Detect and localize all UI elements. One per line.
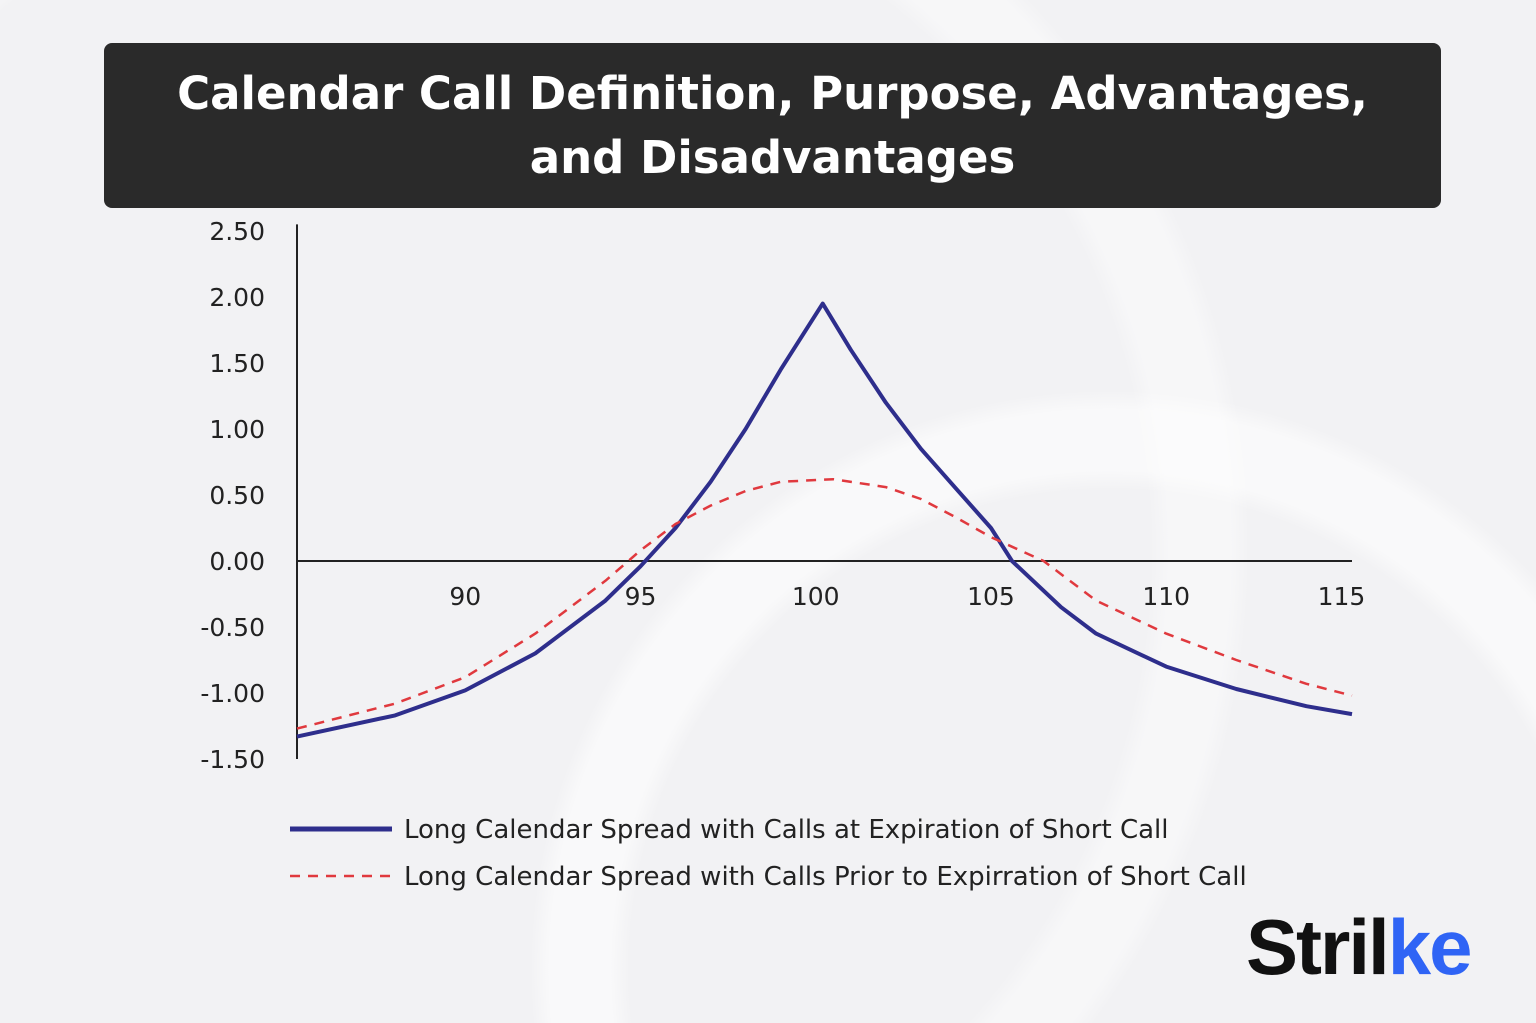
y-tick-label: 1.00 <box>209 415 265 444</box>
y-tick-label: 1.50 <box>209 349 265 378</box>
x-tick-label: 105 <box>967 582 1015 611</box>
logo-text: Stril <box>1246 903 1390 991</box>
y-tick-label: 2.50 <box>209 217 265 246</box>
x-tick-label: 90 <box>449 582 481 611</box>
y-tick-label: -1.00 <box>200 679 265 708</box>
series-line-0 <box>296 301 1353 739</box>
legend-label: Long Calendar Spread with Calls at Expir… <box>404 815 1168 845</box>
title-banner: Calendar Call Definition, Purpose, Advan… <box>104 43 1441 208</box>
y-tick-label: 2.00 <box>209 283 265 312</box>
legend-label: Long Calendar Spread with Calls Prior to… <box>404 862 1247 892</box>
y-tick-label: -1.50 <box>200 745 265 774</box>
x-tick-label: 100 <box>792 582 840 611</box>
x-tick-label: 115 <box>1318 582 1366 611</box>
strike-logo: Strilke <box>1246 902 1473 993</box>
page-title: Calendar Call Definition, Purpose, Advan… <box>177 66 1368 184</box>
y-tick-label: 0.50 <box>209 481 265 510</box>
x-tick-label: 110 <box>1142 582 1190 611</box>
series-line-1 <box>296 477 1353 730</box>
y-tick-label: 0.00 <box>209 547 265 576</box>
logo-accent: ke <box>1387 903 1473 991</box>
y-tick-label: -0.50 <box>200 613 265 642</box>
x-tick-label: 95 <box>625 582 657 611</box>
